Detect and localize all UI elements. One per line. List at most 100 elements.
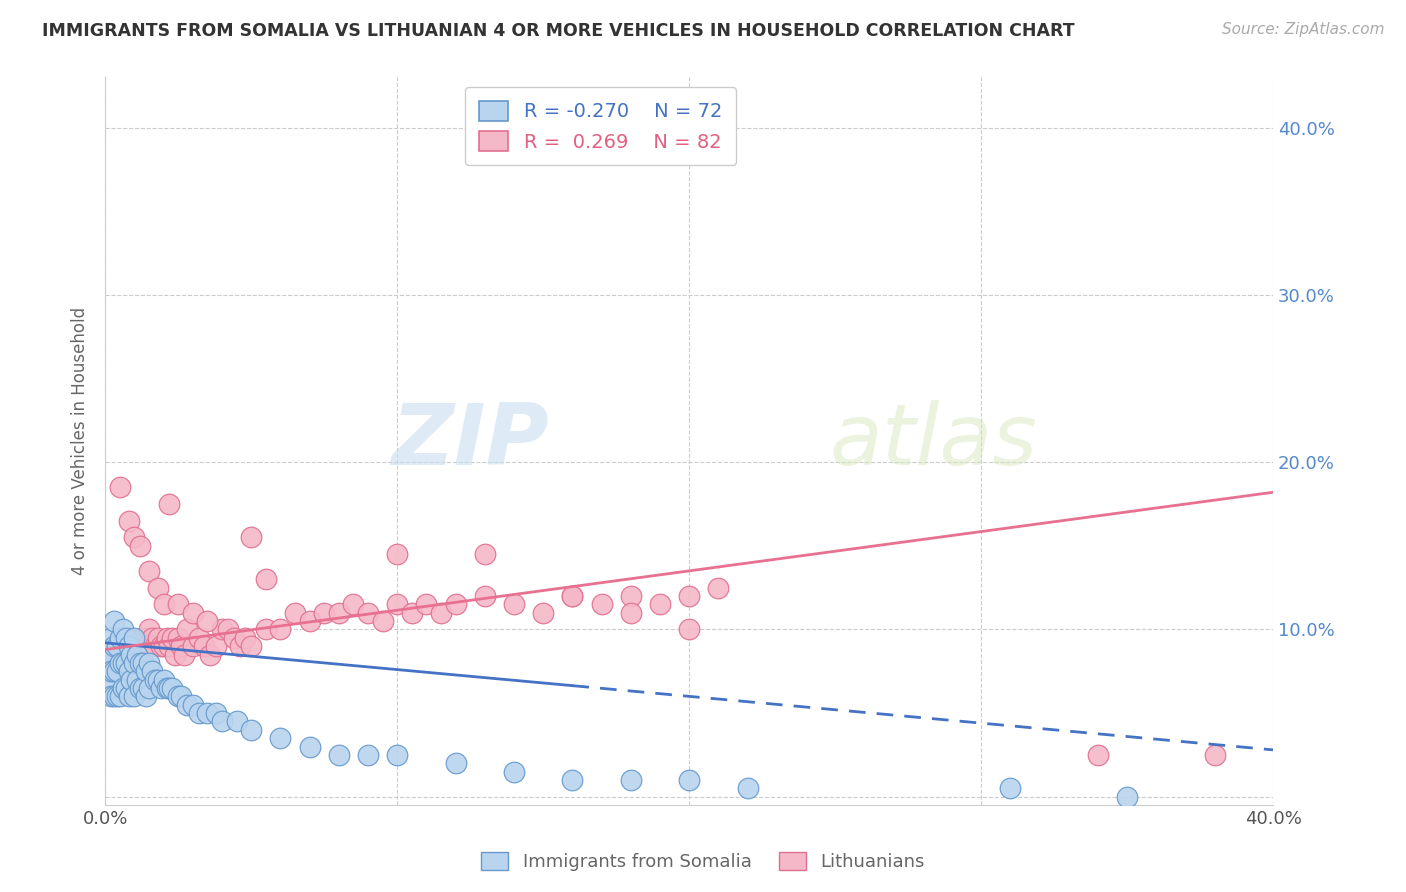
Point <box>167 690 190 704</box>
Point <box>103 648 125 662</box>
Point <box>105 690 128 704</box>
Y-axis label: 4 or more Vehicles in Household: 4 or more Vehicles in Household <box>72 307 89 575</box>
Point <box>108 656 131 670</box>
Point <box>1204 747 1226 762</box>
Point <box>298 614 321 628</box>
Point <box>620 772 643 787</box>
Point <box>114 648 136 662</box>
Point <box>211 623 233 637</box>
Point <box>117 690 139 704</box>
Point <box>678 623 700 637</box>
Point <box>197 706 219 720</box>
Point <box>193 639 215 653</box>
Point <box>181 639 204 653</box>
Point <box>240 531 263 545</box>
Legend: R = -0.270    N = 72, R =  0.269    N = 82: R = -0.270 N = 72, R = 0.269 N = 82 <box>465 87 735 165</box>
Point <box>678 589 700 603</box>
Point <box>357 747 380 762</box>
Point <box>187 706 209 720</box>
Point <box>103 690 125 704</box>
Point <box>149 681 172 695</box>
Point <box>269 731 291 746</box>
Point <box>167 631 190 645</box>
Point <box>211 714 233 729</box>
Point <box>135 665 157 679</box>
Point <box>235 631 257 645</box>
Point <box>620 606 643 620</box>
Legend: Immigrants from Somalia, Lithuanians: Immigrants from Somalia, Lithuanians <box>474 845 932 879</box>
Point <box>100 648 122 662</box>
Point <box>103 639 125 653</box>
Point <box>121 648 143 662</box>
Point <box>328 606 350 620</box>
Point <box>1116 789 1139 804</box>
Point <box>162 681 184 695</box>
Point <box>155 631 177 645</box>
Point <box>141 631 163 645</box>
Point <box>117 665 139 679</box>
Point <box>149 639 172 653</box>
Point <box>117 639 139 653</box>
Point <box>531 606 554 620</box>
Point <box>108 690 131 704</box>
Point <box>135 639 157 653</box>
Point <box>162 631 184 645</box>
Point <box>240 639 263 653</box>
Point <box>100 631 122 645</box>
Point <box>114 681 136 695</box>
Point <box>240 723 263 737</box>
Point <box>103 614 125 628</box>
Text: atlas: atlas <box>830 400 1038 483</box>
Point <box>159 497 181 511</box>
Point <box>124 690 146 704</box>
Point <box>200 648 222 662</box>
Point <box>138 681 160 695</box>
Point <box>385 598 408 612</box>
Point <box>298 739 321 754</box>
Point <box>159 639 181 653</box>
Point <box>124 531 146 545</box>
Point <box>97 681 120 695</box>
Point <box>127 673 149 687</box>
Point <box>474 589 496 603</box>
Point <box>143 639 166 653</box>
Point <box>170 690 193 704</box>
Point <box>503 598 526 612</box>
Point <box>129 656 152 670</box>
Point <box>228 639 250 653</box>
Point <box>1000 781 1022 796</box>
Point <box>503 764 526 779</box>
Point <box>127 648 149 662</box>
Point <box>217 623 239 637</box>
Point <box>415 598 437 612</box>
Point <box>111 681 134 695</box>
Point <box>132 681 155 695</box>
Point <box>371 614 394 628</box>
Point <box>620 589 643 603</box>
Text: Source: ZipAtlas.com: Source: ZipAtlas.com <box>1222 22 1385 37</box>
Point <box>129 648 152 662</box>
Point <box>1087 747 1109 762</box>
Point <box>165 648 187 662</box>
Point <box>254 572 277 586</box>
Point <box>100 665 122 679</box>
Point <box>114 631 136 645</box>
Point <box>138 656 160 670</box>
Point <box>117 514 139 528</box>
Point <box>678 772 700 787</box>
Point <box>146 631 169 645</box>
Point <box>108 631 131 645</box>
Point <box>146 673 169 687</box>
Point <box>254 623 277 637</box>
Point <box>108 480 131 494</box>
Point <box>146 581 169 595</box>
Point <box>707 581 730 595</box>
Point <box>129 681 152 695</box>
Point <box>138 623 160 637</box>
Point <box>97 665 120 679</box>
Point <box>222 631 245 645</box>
Point <box>444 598 467 612</box>
Point <box>155 681 177 695</box>
Point <box>152 639 174 653</box>
Point <box>152 598 174 612</box>
